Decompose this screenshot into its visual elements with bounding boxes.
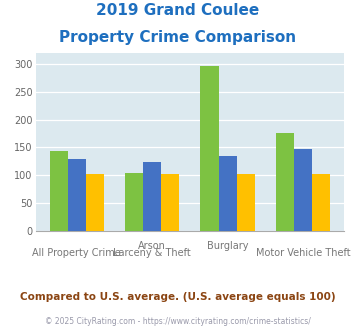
Text: 2019 Grand Coulee: 2019 Grand Coulee	[96, 3, 259, 18]
Text: Arson: Arson	[138, 241, 166, 251]
Bar	[294, 149, 312, 231]
Text: Compared to U.S. average. (U.S. average equals 100): Compared to U.S. average. (U.S. average …	[20, 292, 335, 302]
Bar	[143, 162, 161, 231]
Bar	[68, 159, 86, 231]
Text: Property Crime Comparison: Property Crime Comparison	[59, 30, 296, 45]
Bar	[201, 66, 219, 231]
Bar	[50, 151, 68, 231]
Text: Motor Vehicle Theft: Motor Vehicle Theft	[256, 248, 350, 258]
Bar	[276, 133, 294, 231]
Text: Burglary: Burglary	[207, 241, 248, 251]
Text: Larceny & Theft: Larceny & Theft	[113, 248, 191, 258]
Text: © 2025 CityRating.com - https://www.cityrating.com/crime-statistics/: © 2025 CityRating.com - https://www.city…	[45, 317, 310, 326]
Bar	[237, 174, 255, 231]
Bar	[125, 173, 143, 231]
Bar	[312, 174, 330, 231]
Text: All Property Crime: All Property Crime	[32, 248, 121, 258]
Bar	[219, 156, 237, 231]
Bar	[161, 174, 179, 231]
Bar	[86, 174, 104, 231]
